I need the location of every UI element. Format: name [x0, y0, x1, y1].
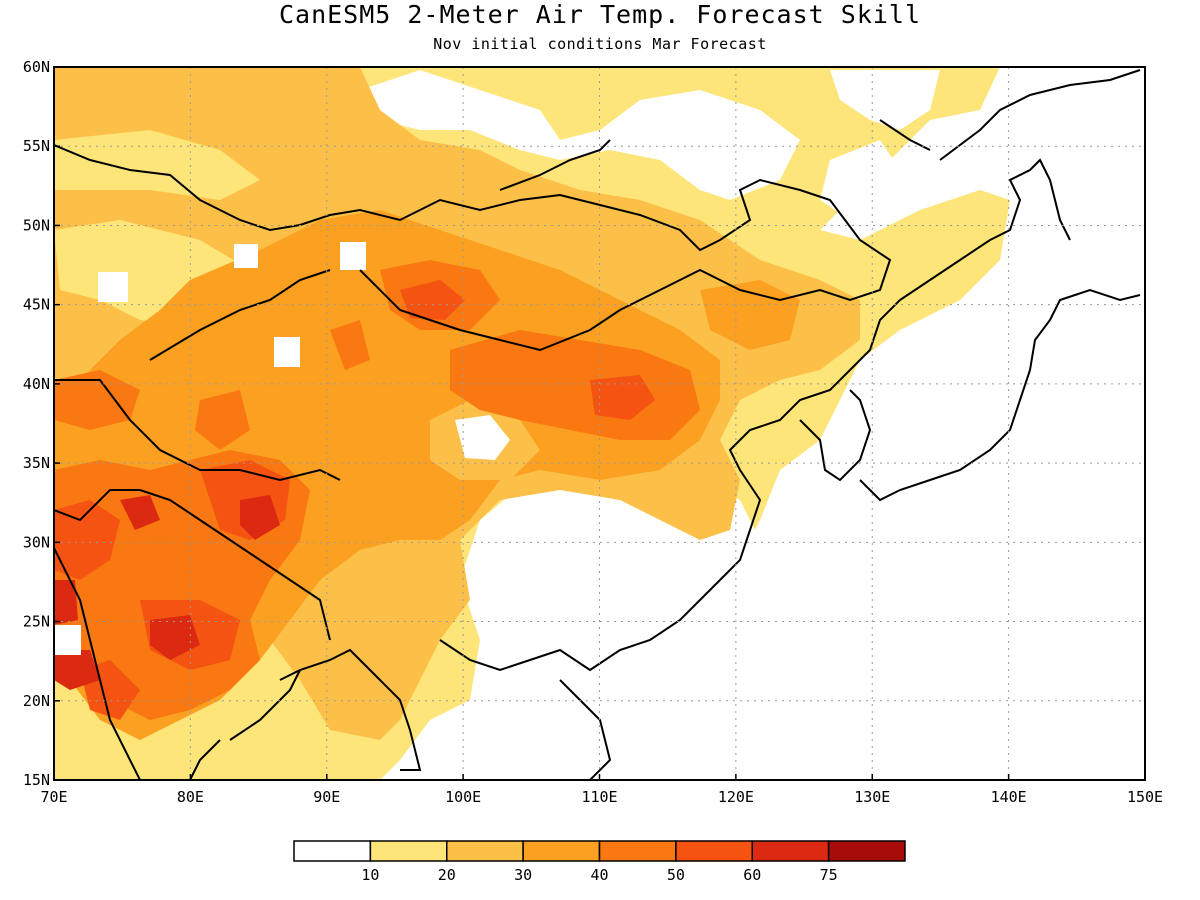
- colorbar-swatch: [827, 840, 906, 862]
- skill-50-60-region: [54, 280, 655, 720]
- lat-tick-label: 30N: [23, 533, 50, 551]
- lat-tick-label: 40N: [23, 375, 50, 393]
- lon-tick-label: 110E: [581, 788, 617, 806]
- lon-tick-label: 70E: [40, 788, 67, 806]
- colorbar-swatch: [369, 840, 448, 862]
- colorbar-label: 40: [590, 866, 608, 884]
- colorbar-swatch: [522, 840, 601, 862]
- lat-tick-label: 45N: [23, 296, 50, 314]
- colorbar-label: 20: [438, 866, 456, 884]
- colorbar: 10 20 30 40 50 60 75: [293, 840, 906, 884]
- colorbar-swatch: [751, 840, 830, 862]
- lon-tick-label: 150E: [1127, 788, 1163, 806]
- colorbar-label: 30: [514, 866, 532, 884]
- colorbar-label: 60: [743, 866, 761, 884]
- skill-field: [54, 67, 1145, 780]
- lon-tick-label: 100E: [445, 788, 481, 806]
- colorbar-label: 75: [820, 866, 838, 884]
- lon-tick-label: 130E: [854, 788, 890, 806]
- lon-tick-label: 90E: [313, 788, 340, 806]
- map-subtitle: Nov initial conditions Mar Forecast: [433, 35, 767, 53]
- lat-tick-label: 50N: [23, 216, 50, 234]
- lon-tick-label: 140E: [991, 788, 1027, 806]
- lat-tick-label: 60N: [23, 58, 50, 76]
- lon-axis: 70E 80E 90E 100E 110E 120E 130E 140E 150E: [40, 774, 1163, 806]
- colorbar-swatch: [598, 840, 677, 862]
- lon-tick-label: 80E: [177, 788, 204, 806]
- colorbar-swatch: [446, 840, 524, 862]
- skill-60-75-region: [54, 495, 280, 690]
- map-title: CanESM5 2-Meter Air Temp. Forecast Skill: [278, 0, 922, 29]
- lat-tick-label: 25N: [23, 613, 50, 631]
- lat-axis: 15N 20N 25N 30N 35N 40N 45N 50N 55N 60N: [23, 58, 60, 789]
- colorbar-swatch: [293, 840, 372, 862]
- colorbar-swatch: [675, 840, 753, 862]
- lon-tick-label: 120E: [718, 788, 754, 806]
- skill-40-50-region: [54, 260, 700, 720]
- colorbar-label: 10: [361, 866, 379, 884]
- lat-tick-label: 35N: [23, 454, 50, 472]
- colorbar-label: 50: [667, 866, 685, 884]
- lat-tick-label: 55N: [23, 137, 50, 155]
- lat-tick-label: 20N: [23, 692, 50, 710]
- lat-tick-label: 15N: [23, 771, 50, 789]
